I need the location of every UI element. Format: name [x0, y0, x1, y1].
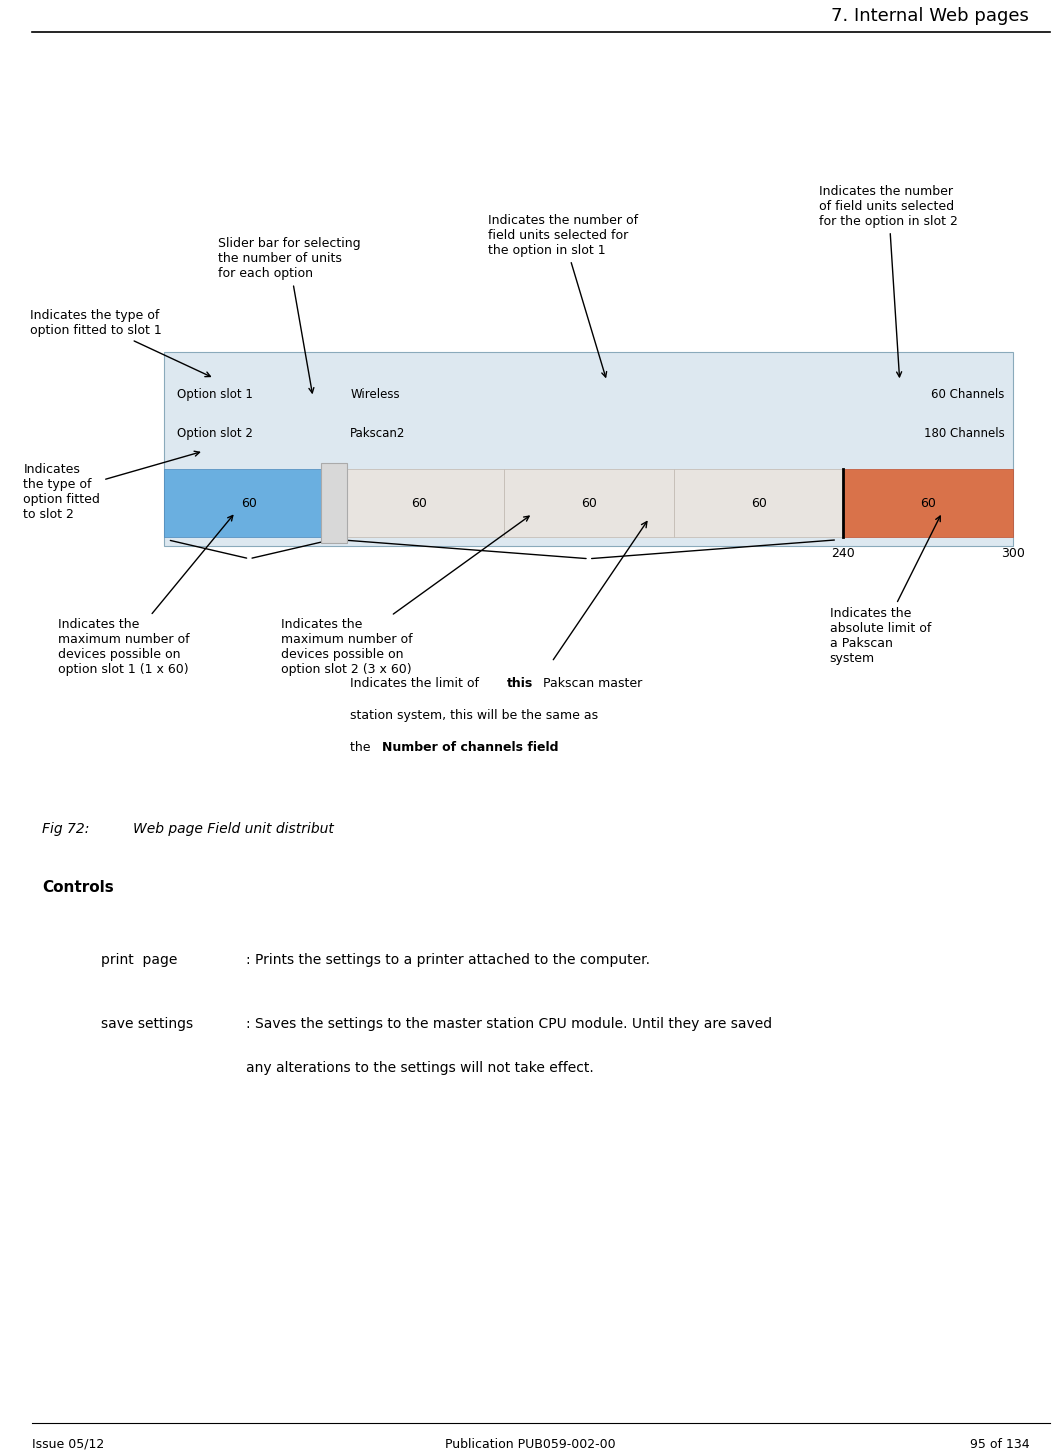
Text: 60: 60	[921, 496, 936, 509]
Text: station system, this will be the same as: station system, this will be the same as	[350, 710, 598, 722]
Text: Indicates
the type of
option fitted
to slot 2: Indicates the type of option fitted to s…	[23, 451, 199, 521]
Text: 7. Internal Web pages: 7. Internal Web pages	[832, 7, 1029, 25]
FancyBboxPatch shape	[334, 469, 504, 537]
Text: Indicates the
maximum number of
devices possible on
option slot 1 (1 x 60): Indicates the maximum number of devices …	[58, 515, 232, 677]
Text: save settings: save settings	[101, 1017, 193, 1032]
FancyBboxPatch shape	[321, 463, 347, 543]
Text: 95 of 134: 95 of 134	[970, 1438, 1029, 1451]
FancyBboxPatch shape	[164, 469, 334, 537]
Text: Slider bar for selecting
the number of units
for each option: Slider bar for selecting the number of u…	[218, 237, 360, 393]
Text: Option slot 1: Option slot 1	[177, 388, 254, 402]
Text: Number of channels field: Number of channels field	[382, 742, 558, 754]
Text: Fig 72:: Fig 72:	[42, 822, 90, 837]
Text: Indicates the limit of: Indicates the limit of	[350, 678, 483, 690]
Text: Issue 05/12: Issue 05/12	[32, 1438, 104, 1451]
FancyBboxPatch shape	[504, 469, 674, 537]
Text: this: this	[507, 678, 534, 690]
Text: Indicates the
maximum number of
devices possible on
option slot 2 (3 x 60): Indicates the maximum number of devices …	[281, 517, 529, 677]
Text: Wireless: Wireless	[350, 388, 400, 402]
Text: Indicates the
absolute limit of
a Pakscan
system: Indicates the absolute limit of a Paksca…	[830, 517, 940, 665]
FancyBboxPatch shape	[164, 352, 1013, 546]
Text: Indicates the number of
field units selected for
the option in slot 1: Indicates the number of field units sele…	[488, 214, 638, 377]
Text: 180 Channels: 180 Channels	[924, 426, 1005, 439]
Text: 60: 60	[581, 496, 596, 509]
FancyBboxPatch shape	[674, 469, 843, 537]
Text: Pakscan master: Pakscan master	[539, 678, 642, 690]
Text: Indicates the type of
option fitted to slot 1: Indicates the type of option fitted to s…	[30, 308, 210, 377]
Text: any alterations to the settings will not take effect.: any alterations to the settings will not…	[246, 1061, 594, 1075]
Text: Controls: Controls	[42, 880, 115, 895]
Text: 240: 240	[832, 547, 855, 560]
Text: : Saves the settings to the master station CPU module. Until they are saved: : Saves the settings to the master stati…	[246, 1017, 772, 1032]
Text: 60 Channels: 60 Channels	[932, 388, 1005, 402]
Text: Indicates the number
of field units selected
for the option in slot 2: Indicates the number of field units sele…	[819, 185, 958, 377]
Text: the: the	[350, 742, 375, 754]
Text: Option slot 2: Option slot 2	[177, 426, 254, 439]
Text: : Prints the settings to a printer attached to the computer.: : Prints the settings to a printer attac…	[246, 953, 650, 968]
Text: 300: 300	[1002, 547, 1025, 560]
Text: Web page Field unit distribut: Web page Field unit distribut	[133, 822, 333, 837]
FancyBboxPatch shape	[843, 469, 1013, 537]
Text: print  page: print page	[101, 953, 177, 968]
Text: Publication PUB059-002-00: Publication PUB059-002-00	[446, 1438, 615, 1451]
Text: Pakscan2: Pakscan2	[350, 426, 405, 439]
Text: 60: 60	[751, 496, 766, 509]
Text: 60: 60	[242, 496, 257, 509]
Text: 60: 60	[412, 496, 427, 509]
